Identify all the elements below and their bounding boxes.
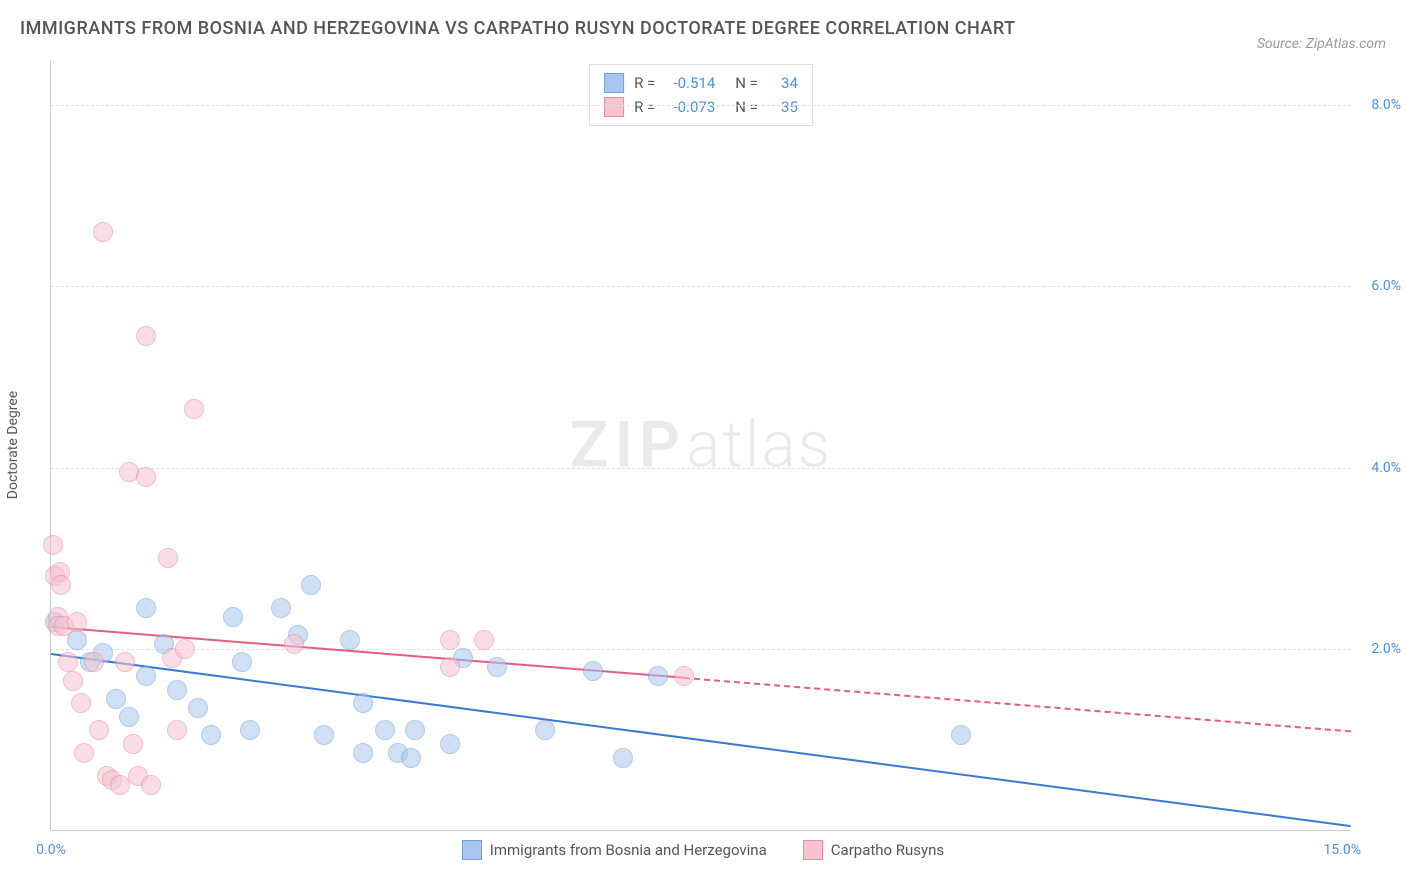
data-point bbox=[487, 657, 507, 677]
data-point bbox=[301, 575, 321, 595]
data-point bbox=[74, 743, 94, 763]
data-point bbox=[175, 639, 195, 659]
data-point bbox=[613, 748, 633, 768]
y-tick-label: 6.0% bbox=[1371, 278, 1401, 294]
legend-label: Immigrants from Bosnia and Herzegovina bbox=[490, 841, 767, 859]
data-point bbox=[67, 612, 87, 632]
data-point bbox=[136, 326, 156, 346]
data-point bbox=[201, 725, 221, 745]
r-label: R = bbox=[634, 95, 655, 119]
data-point bbox=[232, 652, 252, 672]
data-point bbox=[167, 720, 187, 740]
data-point bbox=[115, 652, 135, 672]
scatter-plot: Doctorate Degree ZIPatlas R =-0.514N =34… bbox=[50, 60, 1351, 831]
gridline bbox=[51, 286, 1351, 287]
data-point bbox=[123, 734, 143, 754]
legend-swatch bbox=[604, 73, 624, 93]
data-point bbox=[71, 693, 91, 713]
data-point bbox=[51, 575, 71, 595]
data-point bbox=[58, 652, 78, 672]
data-point bbox=[223, 607, 243, 627]
y-tick-label: 2.0% bbox=[1371, 641, 1401, 657]
data-point bbox=[583, 661, 603, 681]
data-point bbox=[141, 775, 161, 795]
n-value: 34 bbox=[768, 71, 798, 95]
legend-row: R = -0.514 N = 34 bbox=[604, 71, 798, 95]
r-value: -0.073 bbox=[665, 95, 715, 119]
data-point bbox=[158, 548, 178, 568]
data-point bbox=[951, 725, 971, 745]
y-axis-label: Doctorate Degree bbox=[5, 391, 21, 499]
data-point bbox=[167, 680, 187, 700]
legend-row: R = -0.073 N = 35 bbox=[604, 95, 798, 119]
data-point bbox=[474, 630, 494, 650]
data-point bbox=[353, 743, 373, 763]
data-point bbox=[440, 657, 460, 677]
data-point bbox=[136, 467, 156, 487]
data-point bbox=[340, 630, 360, 650]
data-point bbox=[284, 634, 304, 654]
data-point bbox=[184, 399, 204, 419]
legend-swatch bbox=[803, 840, 823, 860]
data-point bbox=[106, 689, 126, 709]
data-point bbox=[353, 693, 373, 713]
trend-line bbox=[684, 677, 1351, 732]
data-point bbox=[188, 698, 208, 718]
n-value: 35 bbox=[768, 95, 798, 119]
r-label: R = bbox=[634, 71, 655, 95]
y-tick-label: 8.0% bbox=[1371, 97, 1401, 113]
gridline bbox=[51, 649, 1351, 650]
watermark: ZIPatlas bbox=[570, 408, 832, 483]
data-point bbox=[314, 725, 334, 745]
legend-item: Carpatho Rusyns bbox=[803, 840, 944, 860]
n-label: N = bbox=[735, 95, 758, 119]
legend-item: Immigrants from Bosnia and Herzegovina bbox=[462, 840, 767, 860]
legend-swatch bbox=[462, 840, 482, 860]
series-legend: Immigrants from Bosnia and Herzegovina Ca… bbox=[0, 840, 1406, 864]
data-point bbox=[63, 671, 83, 691]
gridline bbox=[51, 468, 1351, 469]
data-point bbox=[440, 630, 460, 650]
legend-label: Carpatho Rusyns bbox=[831, 841, 944, 859]
data-point bbox=[535, 720, 555, 740]
data-point bbox=[93, 222, 113, 242]
y-tick-label: 4.0% bbox=[1371, 460, 1401, 476]
n-label: N = bbox=[735, 71, 758, 95]
data-point bbox=[240, 720, 260, 740]
data-point bbox=[84, 652, 104, 672]
data-point bbox=[271, 598, 291, 618]
data-point bbox=[136, 666, 156, 686]
data-point bbox=[440, 734, 460, 754]
data-point bbox=[674, 666, 694, 686]
data-point bbox=[89, 720, 109, 740]
trend-line bbox=[51, 653, 1351, 827]
legend-swatch bbox=[604, 97, 624, 117]
correlation-legend: R = -0.514 N = 34 R = -0.073 N = 35 bbox=[589, 64, 813, 126]
gridline bbox=[51, 105, 1351, 106]
data-point bbox=[401, 748, 421, 768]
data-point bbox=[648, 666, 668, 686]
data-point bbox=[375, 720, 395, 740]
data-point bbox=[119, 707, 139, 727]
data-point bbox=[43, 535, 63, 555]
source-label: Source: ZipAtlas.com bbox=[1257, 36, 1386, 52]
data-point bbox=[136, 598, 156, 618]
chart-title: IMMIGRANTS FROM BOSNIA AND HERZEGOVINA V… bbox=[20, 18, 1016, 39]
r-value: -0.514 bbox=[665, 71, 715, 95]
data-point bbox=[405, 720, 425, 740]
